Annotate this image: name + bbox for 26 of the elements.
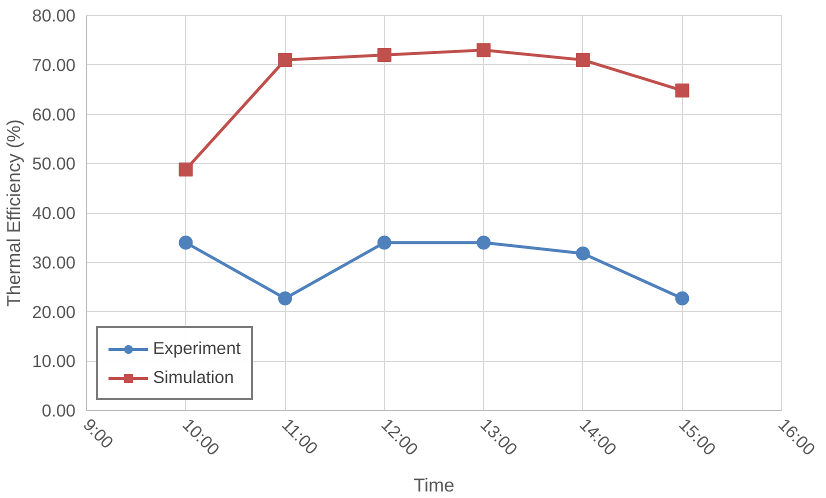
- y-tick-label: 80.00: [32, 6, 76, 26]
- point: [476, 236, 491, 250]
- y-axis-title: Thermal Efficiency (%): [3, 119, 24, 307]
- legend-label: Experiment: [153, 338, 241, 359]
- point: [675, 84, 690, 98]
- point: [278, 52, 292, 67]
- x-tick-label: 9:00: [79, 414, 118, 452]
- point: [178, 236, 193, 250]
- point: [476, 43, 491, 58]
- y-tick-label: 30.00: [32, 252, 76, 272]
- point: [278, 291, 292, 306]
- x-axis-title: Time: [414, 474, 454, 496]
- y-tick-label: 40.00: [32, 203, 76, 223]
- y-tick-label: 10.00: [32, 351, 76, 372]
- point: [178, 162, 193, 177]
- point: [377, 236, 392, 250]
- point: [675, 291, 690, 306]
- point: [576, 52, 590, 67]
- y-tick-label: 20.00: [32, 302, 76, 322]
- y-tick-label: 60.00: [32, 104, 76, 124]
- y-tick-label: 70.00: [32, 54, 76, 75]
- y-tick-label: 50.00: [32, 154, 76, 174]
- point: [377, 48, 392, 62]
- point: [576, 246, 590, 260]
- y-tick-label: 0.00: [42, 400, 76, 420]
- legend-label: Simulation: [153, 367, 234, 388]
